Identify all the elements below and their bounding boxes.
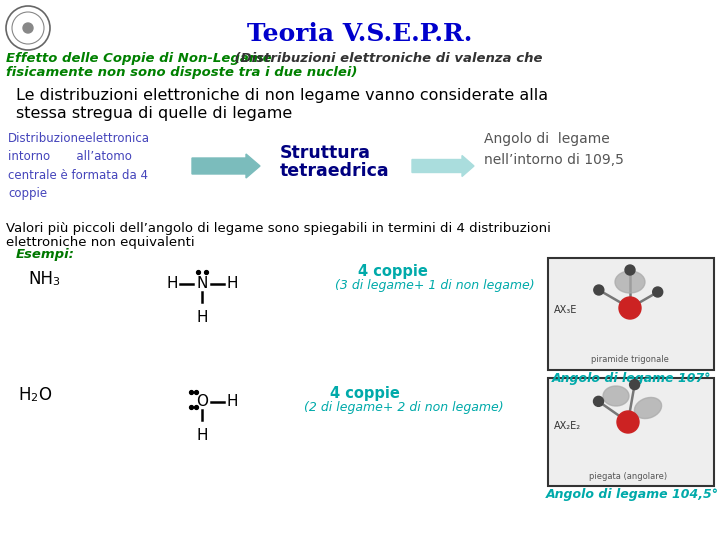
Text: Angolo di legame 107°: Angolo di legame 107° [552,372,711,385]
Text: Distribuzioneelettronica
intorno       all’atomo
centrale è formata da 4
coppie: Distribuzioneelettronica intorno all’ato… [8,132,150,200]
Text: piegata (angolare): piegata (angolare) [589,472,667,481]
Text: Esempi:: Esempi: [16,248,75,261]
Text: Le distribuzioni elettroniche di non legame vanno considerate alla: Le distribuzioni elettroniche di non leg… [16,88,548,103]
Text: H: H [18,386,30,404]
Ellipse shape [615,271,645,293]
Circle shape [629,380,639,389]
Text: H: H [197,310,208,325]
Text: Teoria V.S.E.P.R.: Teoria V.S.E.P.R. [247,22,473,46]
Text: Angolo di  legame
nell’intorno di 109,5: Angolo di legame nell’intorno di 109,5 [484,132,624,167]
Text: H: H [226,395,238,409]
Text: tetraedrica: tetraedrica [280,162,390,180]
Text: O: O [196,395,208,409]
Text: (Distribuzioni elettroniche di valenza che: (Distribuzioni elettroniche di valenza c… [230,52,542,65]
Text: H: H [226,276,238,292]
Text: 4 coppie: 4 coppie [358,264,428,279]
Text: Angolo di legame 104,5°: Angolo di legame 104,5° [546,488,719,501]
Circle shape [594,285,604,295]
Text: N: N [197,276,207,292]
Text: 4 coppie: 4 coppie [330,386,400,401]
Bar [548,258,714,370]
Circle shape [617,411,639,433]
Circle shape [23,23,33,33]
Text: AX₃E: AX₃E [554,305,577,315]
Text: elettroniche non equivalenti: elettroniche non equivalenti [6,236,194,249]
Text: stessa stregua di quelle di legame: stessa stregua di quelle di legame [16,106,292,121]
Text: Struttura: Struttura [280,144,371,162]
Text: O: O [38,386,51,404]
Circle shape [653,287,662,297]
FancyArrow shape [192,154,260,178]
Text: NH: NH [28,270,53,288]
Text: H: H [166,276,178,292]
Text: fisicamente non sono disposte tra i due nuclei): fisicamente non sono disposte tra i due … [6,66,357,79]
Text: AX₂E₂: AX₂E₂ [554,421,581,431]
Text: piramide trigonale: piramide trigonale [591,355,669,364]
Ellipse shape [634,397,662,418]
Text: 2: 2 [30,393,37,403]
Circle shape [625,265,635,275]
Text: H: H [197,428,208,443]
Text: Effetto delle Coppie di Non-Legame: Effetto delle Coppie di Non-Legame [6,52,271,65]
Text: (3 di legame+ 1 di non legame): (3 di legame+ 1 di non legame) [335,279,535,292]
Circle shape [593,396,603,407]
Text: (2 di legame+ 2 di non legame): (2 di legame+ 2 di non legame) [304,401,503,414]
Text: 3: 3 [52,277,59,287]
Ellipse shape [603,386,629,406]
Text: Valori più piccoli dell’angolo di legame sono spiegabili in termini di 4 distrib: Valori più piccoli dell’angolo di legame… [6,222,551,235]
FancyArrow shape [412,156,474,177]
Circle shape [619,297,641,319]
Bar [548,378,714,486]
